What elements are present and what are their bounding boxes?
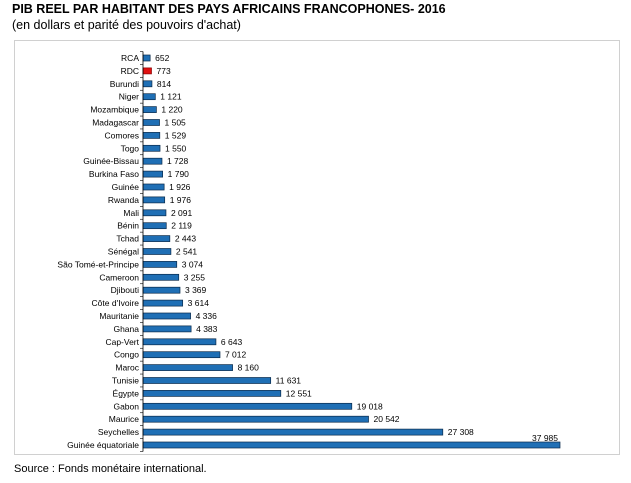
data-label: 2 119 (171, 221, 192, 231)
bar (142, 390, 282, 397)
category-label: Cap-Vert (105, 337, 139, 347)
category-label: Côte d'Ivoire (92, 298, 140, 308)
category-label: Sénégal (108, 247, 139, 257)
chart-subtitle: (en dollars et parité des pouvoirs d'ach… (12, 18, 241, 32)
bar (142, 196, 166, 204)
data-label: 20 542 (374, 414, 400, 424)
category-label: RDC (121, 66, 139, 76)
bar (142, 119, 160, 126)
data-label: 1 220 (161, 105, 183, 115)
category-label: Tchad (116, 234, 139, 244)
data-label: 1 505 (165, 118, 187, 128)
category-label: Bénin (117, 221, 139, 231)
bar (142, 54, 151, 62)
bar (142, 144, 161, 152)
data-label: 1 926 (169, 182, 191, 192)
data-label: 2 541 (176, 247, 198, 257)
category-label: Guinée équatoriale (67, 440, 139, 450)
bar (142, 441, 561, 449)
data-label: 11 631 (276, 376, 302, 386)
data-label: 1 728 (167, 156, 189, 166)
bar (142, 170, 164, 178)
bar (142, 299, 184, 307)
category-label: Maurice (109, 414, 140, 424)
category-label: Égypte (113, 388, 140, 398)
data-label: 1 790 (168, 169, 190, 179)
category-label: Mali (123, 208, 139, 218)
data-label: 652 (155, 53, 169, 63)
data-label: 2 091 (171, 208, 193, 218)
bar (142, 248, 172, 255)
category-label: Burkina Faso (89, 169, 139, 179)
source-note: Source : Fonds monétaire international. (14, 463, 207, 475)
bar (142, 364, 233, 371)
category-label: Cameroon (99, 272, 139, 282)
bar (142, 312, 191, 320)
bar (142, 402, 353, 410)
data-label: 1 550 (165, 143, 187, 153)
bar (142, 93, 156, 101)
category-label: Djibouti (111, 285, 139, 295)
data-label: 19 018 (357, 401, 383, 411)
chart-frame (14, 40, 620, 455)
bar (142, 235, 171, 242)
data-label: 37 985 (532, 433, 558, 443)
category-label: Comores (105, 130, 139, 140)
data-label: 4 336 (196, 311, 218, 321)
data-label: 1 529 (165, 130, 187, 140)
category-label: Niger (119, 92, 139, 102)
category-label: Rwanda (108, 195, 139, 205)
category-label: Madagascar (92, 118, 139, 128)
data-label: 12 551 (286, 388, 312, 398)
category-label: Maroc (115, 363, 139, 373)
bar (142, 415, 369, 423)
category-label: Burundi (110, 79, 139, 89)
category-label: Tunisie (112, 376, 139, 386)
bar (142, 157, 163, 165)
category-label: Gabon (113, 401, 139, 411)
data-label: 1 121 (160, 92, 182, 102)
bar (142, 286, 181, 294)
bar (142, 80, 153, 88)
category-label: RCA (121, 53, 139, 63)
bar (142, 273, 180, 281)
data-label: 3 369 (185, 285, 207, 295)
data-label: 3 614 (188, 298, 210, 308)
category-label: São Tomé-et-Principe (57, 259, 139, 269)
bar (142, 377, 272, 384)
bar (142, 338, 217, 346)
data-label: 3 074 (182, 259, 204, 269)
category-label: Congo (114, 350, 139, 360)
category-label: Mozambique (90, 105, 139, 115)
data-label: 773 (156, 66, 170, 76)
bar (142, 209, 167, 217)
bar (142, 351, 221, 359)
data-label: 4 383 (196, 324, 218, 334)
data-label: 2 443 (175, 234, 197, 244)
bar (142, 67, 152, 75)
data-label: 27 308 (448, 427, 474, 437)
data-label: 8 160 (238, 363, 260, 373)
bar (142, 106, 157, 113)
category-label: Guinée (112, 182, 140, 192)
chart-title: PIB REEL PAR HABITANT DES PAYS AFRICAINS… (12, 2, 446, 16)
data-label: 7 012 (225, 350, 247, 360)
category-label: Guinée-Bissau (83, 156, 139, 166)
data-label: 6 643 (221, 337, 243, 347)
category-label: Togo (121, 143, 140, 153)
category-label: Seychelles (98, 427, 139, 437)
bar (142, 132, 161, 139)
category-label: Mauritanie (99, 311, 139, 321)
data-label: 1 976 (170, 195, 192, 205)
bar (142, 222, 167, 230)
data-label: 3 255 (184, 272, 206, 282)
bar (142, 183, 165, 191)
data-label: 814 (157, 79, 171, 89)
bar (142, 325, 192, 333)
bar (142, 428, 444, 436)
category-label: Ghana (113, 324, 139, 334)
bar (142, 261, 178, 268)
